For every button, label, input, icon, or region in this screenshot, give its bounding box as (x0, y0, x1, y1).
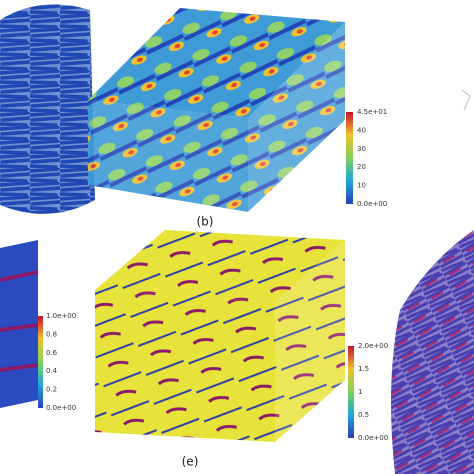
colorbar-label: 0.0e+00 (357, 200, 387, 208)
colorbar (346, 112, 353, 204)
colorbar-label: 10 (357, 182, 366, 190)
fiber-bundle (0, 4, 95, 214)
colorbar (348, 346, 354, 438)
labels: 4.5e+01 40 30 20 10 0.0e+00 (b) 1.0e+00 0.8 0.6 0.… (46, 108, 388, 469)
sketch (461, 89, 471, 111)
fiber-bundle (391, 230, 474, 474)
box-top (88, 8, 345, 118)
colorbar-label: 1.0e+00 (46, 312, 76, 320)
box-top (95, 230, 345, 302)
colorbar-label: 0.2 (46, 386, 57, 394)
colorbar-label: 2.0e+00 (358, 342, 388, 350)
colorbar-label: 1.5 (358, 365, 369, 373)
colorbar (38, 316, 43, 408)
colorbar-label: 0.0e+00 (358, 434, 388, 442)
colorbar-label: 30 (357, 145, 366, 153)
colorbar-label: 0.4 (46, 367, 58, 375)
colorbar-label: 40 (357, 126, 366, 134)
colorbar-label: 0.5 (358, 411, 369, 419)
box-side (248, 22, 345, 212)
panel-label: (e) (182, 455, 199, 469)
box-side (275, 240, 345, 442)
colorbar-label: 0.8 (46, 330, 57, 338)
colorbar-label: 4.5e+01 (357, 108, 387, 116)
box-front (88, 100, 248, 212)
colorbar-label: 1 (358, 388, 362, 396)
colorbar-label: 20 (357, 163, 366, 171)
colorbar-label: 0.0e+00 (46, 404, 76, 412)
colorbar-label: 0.6 (46, 349, 58, 357)
panel-label: (b) (197, 215, 214, 229)
box-front (95, 290, 275, 442)
